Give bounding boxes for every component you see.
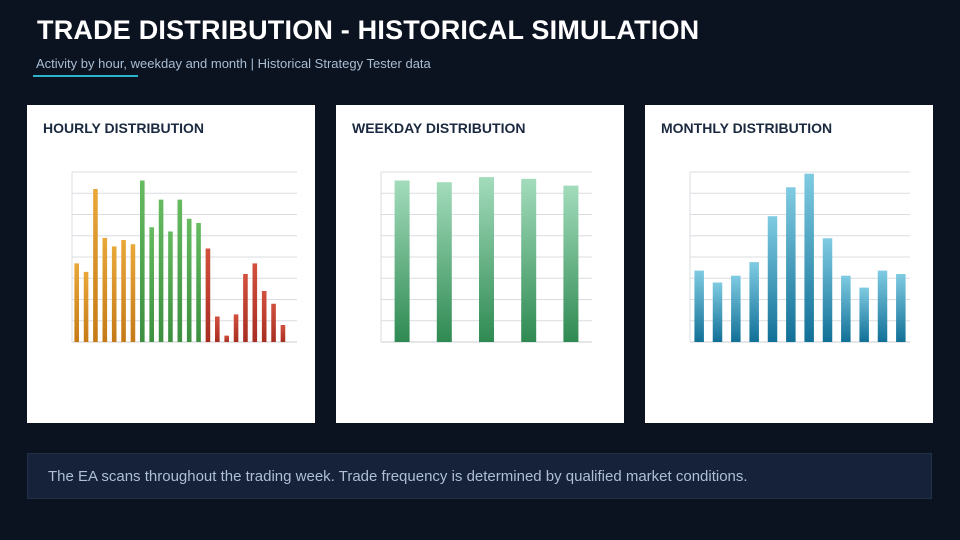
- hourly-bar: [140, 180, 145, 342]
- hourly-bar: [271, 303, 276, 342]
- monthly-bar: [841, 275, 851, 342]
- monthly-bar: [822, 238, 833, 342]
- monthly-bar: [859, 287, 869, 342]
- monthly-bar-chart: [689, 171, 910, 343]
- hourly-bar: [149, 227, 154, 342]
- hourly-bar: [205, 248, 211, 342]
- weekday-bar: [563, 185, 579, 342]
- weekday-bar: [521, 178, 537, 342]
- monthly-bar: [712, 282, 723, 342]
- weekday-distribution-panel: WEEKDAY DISTRIBUTION: [336, 105, 624, 423]
- monthly-distribution-panel: MONTHLY DISTRIBUTION: [645, 105, 933, 423]
- monthly-bar: [731, 275, 741, 342]
- hourly-bar: [130, 244, 136, 342]
- hourly-bar: [74, 263, 79, 343]
- hourly-bar: [243, 274, 248, 342]
- weekday-bar: [394, 180, 410, 342]
- monthly-bar: [767, 216, 778, 342]
- monthly-bar: [694, 270, 704, 342]
- hourly-bar: [168, 231, 173, 342]
- hourly-bar: [196, 223, 201, 342]
- hourly-bar: [224, 335, 229, 343]
- monthly-bar: [804, 173, 814, 342]
- hourly-bar-chart: [71, 171, 297, 343]
- page-title: TRADE DISTRIBUTION - HISTORICAL SIMULATI…: [37, 15, 700, 45]
- weekday-bar-chart: [380, 171, 592, 343]
- footer-note-text: The EA scans throughout the trading week…: [48, 468, 748, 485]
- hourly-bar: [93, 189, 98, 342]
- weekday-bar: [436, 182, 452, 342]
- footer-note: The EA scans throughout the trading week…: [27, 453, 932, 499]
- hourly-bar: [186, 218, 192, 342]
- monthly-bar: [877, 270, 888, 342]
- title-accent-underline: [33, 75, 138, 77]
- monthly-bar: [749, 262, 759, 342]
- hourly-panel-title: HOURLY DISTRIBUTION: [43, 120, 205, 136]
- monthly-bar: [786, 187, 796, 342]
- hourly-bar: [102, 237, 108, 343]
- monthly-bar: [896, 274, 906, 342]
- hourly-bar: [233, 314, 239, 343]
- hourly-bar: [280, 325, 286, 342]
- hourly-bar: [83, 271, 89, 343]
- hourly-bar: [177, 199, 183, 343]
- hourly-bar: [261, 291, 267, 342]
- hourly-bar: [158, 199, 164, 343]
- monthly-panel-title: MONTHLY DISTRIBUTION: [661, 120, 833, 136]
- page-subtitle: Activity by hour, weekday and month | Hi…: [36, 56, 431, 71]
- weekday-panel-title: WEEKDAY DISTRIBUTION: [352, 120, 526, 136]
- hourly-bar: [111, 246, 117, 343]
- hourly-bar: [121, 240, 126, 342]
- hourly-bar: [215, 316, 220, 342]
- hourly-bar: [252, 263, 258, 343]
- hourly-distribution-panel: HOURLY DISTRIBUTION: [27, 105, 315, 423]
- weekday-bar: [479, 177, 494, 342]
